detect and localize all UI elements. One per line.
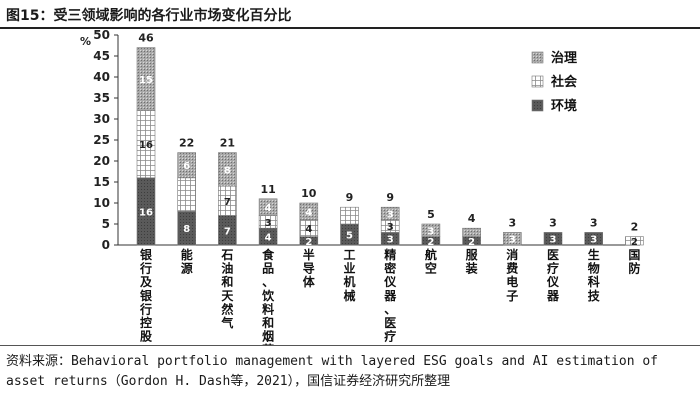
x-category-label: 生物科技 — [588, 247, 601, 303]
segment-value-label: 5 — [346, 231, 353, 242]
segment-value-label: 4 — [265, 233, 272, 244]
segment-value-label: 2 — [468, 237, 475, 248]
x-category-label: 能源 — [181, 247, 193, 276]
legend-swatch-governance — [531, 51, 544, 64]
bar-segment-environment — [543, 232, 563, 246]
segment-value-label: 2 — [631, 237, 638, 248]
bar-total-label: 11 — [260, 183, 275, 196]
y-tick-label: 35 — [93, 91, 110, 105]
y-tick-label: 10 — [93, 196, 110, 210]
bar-total-label: 21 — [220, 137, 235, 150]
x-category-label: 食品、饮料和烟草 — [261, 247, 275, 345]
x-category-label: 服装 — [465, 247, 479, 276]
legend-label-governance: 治理 — [551, 50, 577, 66]
segment-value-label: 3 — [387, 235, 394, 246]
x-category-label: 医疗仪器 — [546, 248, 560, 303]
x-category-label: 银行及银行控股 — [139, 247, 153, 344]
segment-value-label: 7 — [224, 226, 231, 237]
segment-value-label: 3 — [509, 235, 516, 246]
segment-value-label: 4 — [265, 203, 272, 214]
segment-value-label: 8 — [183, 224, 190, 235]
title-divider — [0, 27, 700, 29]
page-title: 图15：受三领域影响的各行业市场变化百分比 — [6, 8, 292, 24]
bar-total-label: 9 — [346, 191, 354, 204]
y-tick-label: 40 — [93, 70, 110, 84]
bar-segment-governance — [462, 227, 481, 237]
bar-segment-governance — [502, 232, 522, 246]
legend-label-social: 社会 — [550, 74, 578, 90]
bar-segment-governance — [299, 202, 319, 221]
segment-value-label: 3 — [265, 218, 272, 229]
bar-segment-governance — [258, 198, 278, 216]
y-tick-label: 50 — [93, 28, 110, 42]
y-tick-label: 25 — [93, 133, 110, 147]
bar-total-label: 9 — [386, 191, 394, 204]
x-category-label: 精密仪器、医疗 — [383, 247, 397, 344]
x-category-label: 工业机械 — [343, 248, 355, 303]
segment-value-label: 3 — [590, 235, 597, 246]
bar-total-label: 22 — [179, 137, 194, 150]
bar-segment-social — [177, 177, 196, 212]
bar-segment-environment — [584, 232, 604, 246]
x-category-label: 石油和天然气 — [220, 248, 234, 330]
legend-label-environment: 环境 — [551, 98, 577, 114]
y-tick-label: 5 — [102, 217, 110, 231]
x-category-label: 半导体 — [303, 247, 316, 289]
segment-value-label: 7 — [224, 197, 231, 208]
segment-value-label: 8 — [224, 165, 231, 176]
bar-segment-governance — [177, 152, 196, 179]
y-tick-label: 15 — [93, 175, 110, 189]
bar-segment-governance — [421, 223, 441, 237]
bar-segment-governance — [380, 206, 400, 221]
y-tick-label: 45 — [93, 49, 110, 63]
y-tick-label: 30 — [93, 112, 110, 126]
bar-total-label: 3 — [549, 216, 557, 229]
bar-segment-social — [340, 206, 359, 225]
legend-swatch-environment — [531, 99, 544, 112]
segment-value-label: 4 — [305, 224, 312, 235]
segment-value-label: 6 — [183, 161, 190, 172]
legend-swatch-social — [531, 75, 544, 88]
y-tick-label: 0 — [102, 238, 110, 252]
segment-value-label: 16 — [139, 207, 153, 218]
segment-value-label: 3 — [550, 235, 557, 246]
y-tick-label: 20 — [93, 154, 110, 168]
bar-total-label: 3 — [590, 216, 598, 229]
bar-segment-governance — [218, 152, 237, 187]
segment-value-label: 2 — [305, 237, 312, 248]
x-category-label: 消费电子 — [506, 247, 518, 303]
bar-total-label: 5 — [427, 208, 435, 221]
segment-value-label: 3 — [427, 226, 434, 237]
x-category-label: 国防 — [628, 248, 640, 276]
segment-value-label: 16 — [139, 140, 153, 151]
segment-value-label: 3 — [387, 222, 394, 233]
bar-segment-social — [625, 236, 644, 246]
segment-value-label: 3 — [387, 210, 394, 221]
bar-total-label: 46 — [138, 32, 154, 45]
segment-value-label: 2 — [427, 237, 434, 248]
bar-segment-governance — [136, 47, 156, 111]
bar-total-label: 2 — [631, 221, 639, 234]
bar-total-label: 4 — [468, 212, 476, 225]
source-note: 资料来源：Behavioral portfolio management wit… — [6, 354, 658, 389]
footer-divider — [0, 345, 700, 346]
segment-value-label: 15 — [139, 75, 153, 86]
bar-total-label: 3 — [508, 216, 516, 229]
y-axis-unit: % — [80, 35, 91, 48]
segment-value-label: 4 — [305, 207, 312, 218]
x-category-label: 航空 — [425, 247, 437, 276]
bar-total-label: 10 — [301, 187, 317, 200]
